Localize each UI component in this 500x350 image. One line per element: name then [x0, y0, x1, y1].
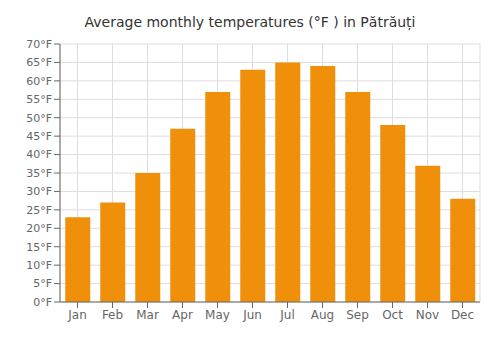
svg-text:70°F: 70°F — [26, 38, 52, 51]
svg-text:60°F: 60°F — [26, 75, 52, 88]
svg-text:Sep: Sep — [346, 308, 369, 322]
svg-text:May: May — [205, 308, 230, 322]
svg-text:30°F: 30°F — [26, 185, 52, 198]
svg-text:0°F: 0°F — [33, 296, 52, 309]
svg-text:65°F: 65°F — [26, 56, 52, 69]
svg-text:Jul: Jul — [279, 308, 294, 322]
svg-text:20°F: 20°F — [26, 222, 52, 235]
svg-text:5°F: 5°F — [33, 277, 52, 290]
svg-text:55°F: 55°F — [26, 93, 52, 106]
svg-text:40°F: 40°F — [26, 148, 52, 161]
html-text:Average monthly temperatures (: Average monthly temperatures (°F ) in Pă… — [84, 14, 416, 30]
svg-text:Aug: Aug — [311, 308, 334, 322]
svg-text:Mar: Mar — [136, 308, 159, 322]
svg-text:Oct: Oct — [382, 308, 403, 322]
svg-text:Feb: Feb — [102, 308, 123, 322]
svg-text:50°F: 50°F — [26, 112, 52, 125]
svg-text:25°F: 25°F — [26, 204, 52, 217]
svg-text:Apr: Apr — [172, 308, 193, 322]
svg-text:Jan: Jan — [67, 308, 87, 322]
svg-text:35°F: 35°F — [26, 167, 52, 180]
svg-text:45°F: 45°F — [26, 130, 52, 143]
svg-text:Nov: Nov — [416, 308, 439, 322]
svg-text:Jun: Jun — [242, 308, 262, 322]
svg-text:10°F: 10°F — [26, 259, 52, 272]
svg-text:Dec: Dec — [451, 308, 474, 322]
svg-text:15°F: 15°F — [26, 241, 52, 254]
